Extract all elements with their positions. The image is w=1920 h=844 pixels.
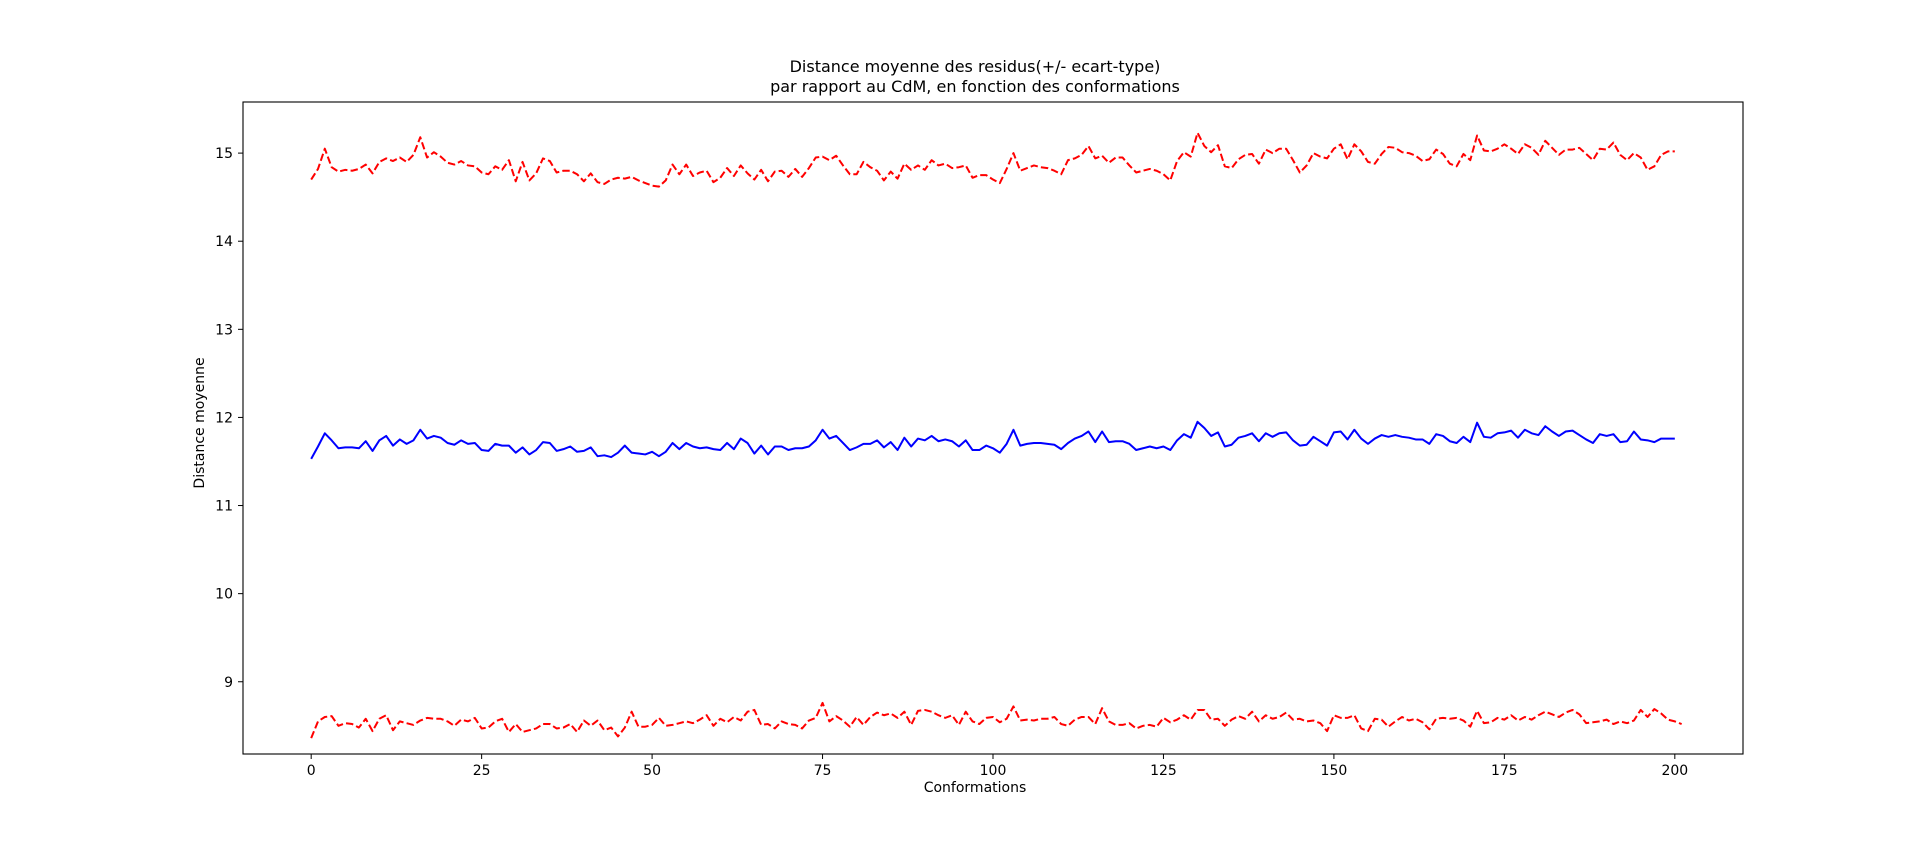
x-tick-label-5: 125 xyxy=(1150,763,1177,779)
chart-title-line-2: par rapport au CdM, en fonction des conf… xyxy=(770,77,1180,96)
x-tick-label-1: 25 xyxy=(473,763,491,779)
x-axis-label: Conformations xyxy=(924,780,1027,796)
y-tick-label-6: 15 xyxy=(215,146,233,162)
plot-area: 0 25 50 75 100 125 150 175 200 9 10 11 12 13 14 15 xyxy=(215,101,1744,779)
plot-frame xyxy=(242,101,1744,755)
x-tick-label-7: 175 xyxy=(1491,763,1518,779)
x-tick-label-8: 200 xyxy=(1661,763,1688,779)
x-tick-label-0: 0 xyxy=(307,763,316,779)
x-tick-label-3: 75 xyxy=(814,763,832,779)
y-tick-label-1: 10 xyxy=(215,587,233,603)
series-line-0 xyxy=(310,420,1675,460)
series-line-1 xyxy=(310,131,1675,188)
x-tick-label-4: 100 xyxy=(980,763,1007,779)
y-tick-label-4: 13 xyxy=(215,322,233,338)
y-axis-label: Distance moyenne xyxy=(192,357,208,488)
y-tick-label-0: 9 xyxy=(224,675,233,691)
x-tick-label-6: 150 xyxy=(1321,763,1348,779)
series-line-2 xyxy=(310,701,1683,739)
chart-title-line-1: Distance moyenne des residus(+/- ecart-t… xyxy=(790,57,1161,76)
y-tick-label-2: 11 xyxy=(215,499,233,515)
y-tick-label-5: 14 xyxy=(215,234,233,250)
y-tick-label-3: 12 xyxy=(215,410,233,426)
x-tick-label-2: 50 xyxy=(643,763,661,779)
